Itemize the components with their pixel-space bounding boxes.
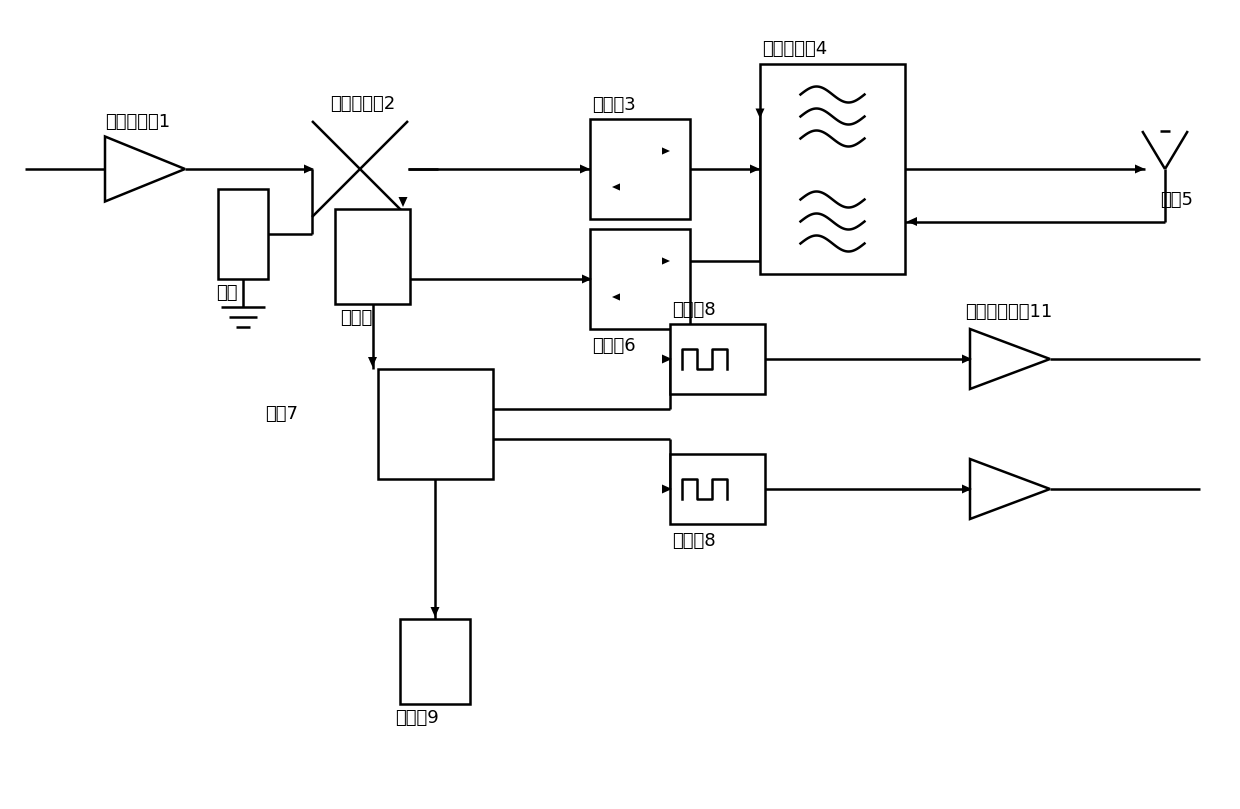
- Bar: [670, 324, 765, 394]
- Text: 检波器9: 检波器9: [396, 709, 439, 727]
- Text: 限幅器8: 限幅器8: [672, 532, 715, 550]
- Bar: [590, 229, 689, 329]
- Polygon shape: [662, 147, 670, 155]
- Bar: [760, 64, 905, 274]
- Text: 正向耦合器2: 正向耦合器2: [330, 95, 396, 113]
- Bar: [335, 209, 410, 304]
- Polygon shape: [580, 164, 590, 173]
- Text: 低噪声放大器11: 低噪声放大器11: [965, 303, 1053, 321]
- Polygon shape: [304, 164, 314, 173]
- Polygon shape: [1135, 164, 1145, 173]
- Polygon shape: [582, 274, 591, 283]
- Text: 隔离器3: 隔离器3: [591, 96, 636, 114]
- Polygon shape: [430, 607, 439, 617]
- Bar: [218, 189, 268, 279]
- Text: 负载: 负载: [216, 284, 238, 302]
- Bar: [590, 119, 689, 219]
- Polygon shape: [662, 354, 672, 363]
- Bar: [401, 619, 470, 704]
- Polygon shape: [962, 354, 972, 363]
- Bar: [377, 369, 492, 479]
- Text: 功率放大器1: 功率放大器1: [105, 112, 170, 130]
- Polygon shape: [613, 184, 620, 191]
- Polygon shape: [368, 357, 377, 367]
- Polygon shape: [105, 137, 185, 201]
- Polygon shape: [398, 197, 408, 207]
- Text: 隔离器6: 隔离器6: [591, 337, 636, 355]
- Text: 天线5: 天线5: [1159, 191, 1193, 209]
- Polygon shape: [970, 329, 1050, 389]
- Text: 限幅器8: 限幅器8: [672, 301, 715, 319]
- Text: 腔体滤波器4: 腔体滤波器4: [763, 40, 827, 58]
- Polygon shape: [613, 294, 620, 301]
- Polygon shape: [662, 257, 670, 265]
- Text: 电桥7: 电桥7: [265, 405, 298, 423]
- Polygon shape: [906, 217, 918, 226]
- Polygon shape: [962, 485, 972, 493]
- Polygon shape: [750, 164, 760, 173]
- Polygon shape: [662, 485, 672, 493]
- Bar: [670, 454, 765, 524]
- Text: 检波器: 检波器: [340, 309, 372, 327]
- Polygon shape: [970, 459, 1050, 519]
- Polygon shape: [755, 108, 765, 118]
